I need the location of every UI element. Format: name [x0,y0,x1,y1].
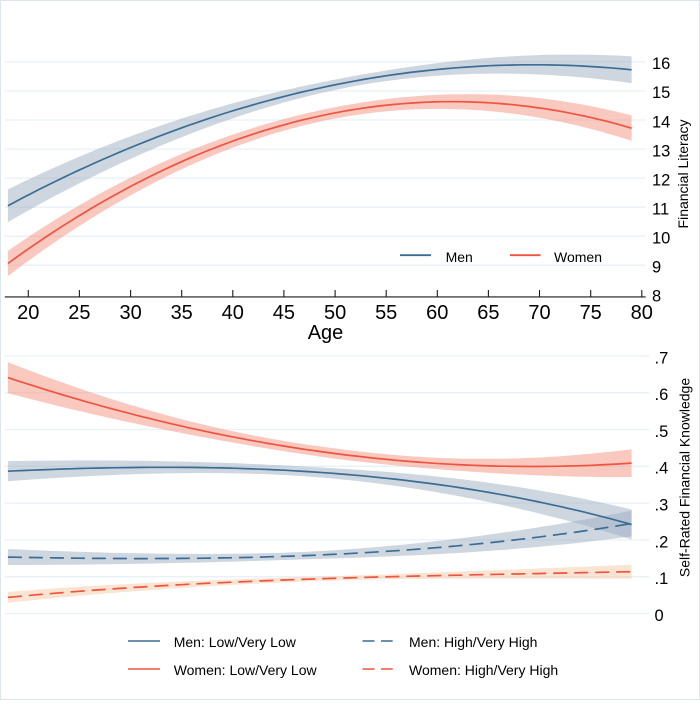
svg-text:9: 9 [652,259,661,277]
svg-text:80: 80 [631,302,653,324]
svg-text:.7: .7 [655,349,669,367]
svg-text:Men: High/Very High: Men: High/Very High [409,634,537,650]
svg-text:14: 14 [652,113,670,131]
svg-text:.4: .4 [655,460,669,478]
svg-text:75: 75 [580,302,602,324]
svg-text:Men: Low/Very Low: Men: Low/Very Low [174,634,297,650]
svg-text:16: 16 [652,55,670,73]
svg-text:.3: .3 [655,497,669,515]
svg-text:20: 20 [17,302,39,324]
svg-text:Self-Rated Financial Knowledge: Self-Rated Financial Knowledge [676,378,692,577]
svg-text:65: 65 [477,302,499,324]
svg-text:50: 50 [324,302,346,324]
svg-text:.5: .5 [655,423,669,441]
svg-text:15: 15 [652,84,670,102]
svg-text:0: 0 [655,607,664,625]
svg-text:12: 12 [652,171,670,189]
svg-text:Financial Literacy: Financial Literacy [675,120,691,229]
svg-text:45: 45 [273,302,295,324]
svg-text:11: 11 [652,201,669,219]
svg-text:35: 35 [171,302,193,324]
svg-text:Men: Men [446,249,473,265]
svg-text:10: 10 [652,230,670,248]
svg-text:Women: Low/Very Low: Women: Low/Very Low [174,662,318,678]
svg-text:55: 55 [375,302,397,324]
svg-text:.1: .1 [655,570,669,588]
svg-text:13: 13 [652,142,670,160]
svg-text:25: 25 [68,302,90,324]
svg-text:.6: .6 [655,386,669,404]
svg-text:Women: High/Very High: Women: High/Very High [409,662,558,678]
svg-text:40: 40 [222,302,244,324]
svg-text:30: 30 [119,302,141,324]
svg-text:8: 8 [652,288,661,306]
svg-text:Age: Age [308,322,344,344]
svg-text:Women: Women [554,249,602,265]
svg-text:.2: .2 [655,533,669,551]
svg-text:60: 60 [426,302,448,324]
svg-text:70: 70 [528,302,550,324]
